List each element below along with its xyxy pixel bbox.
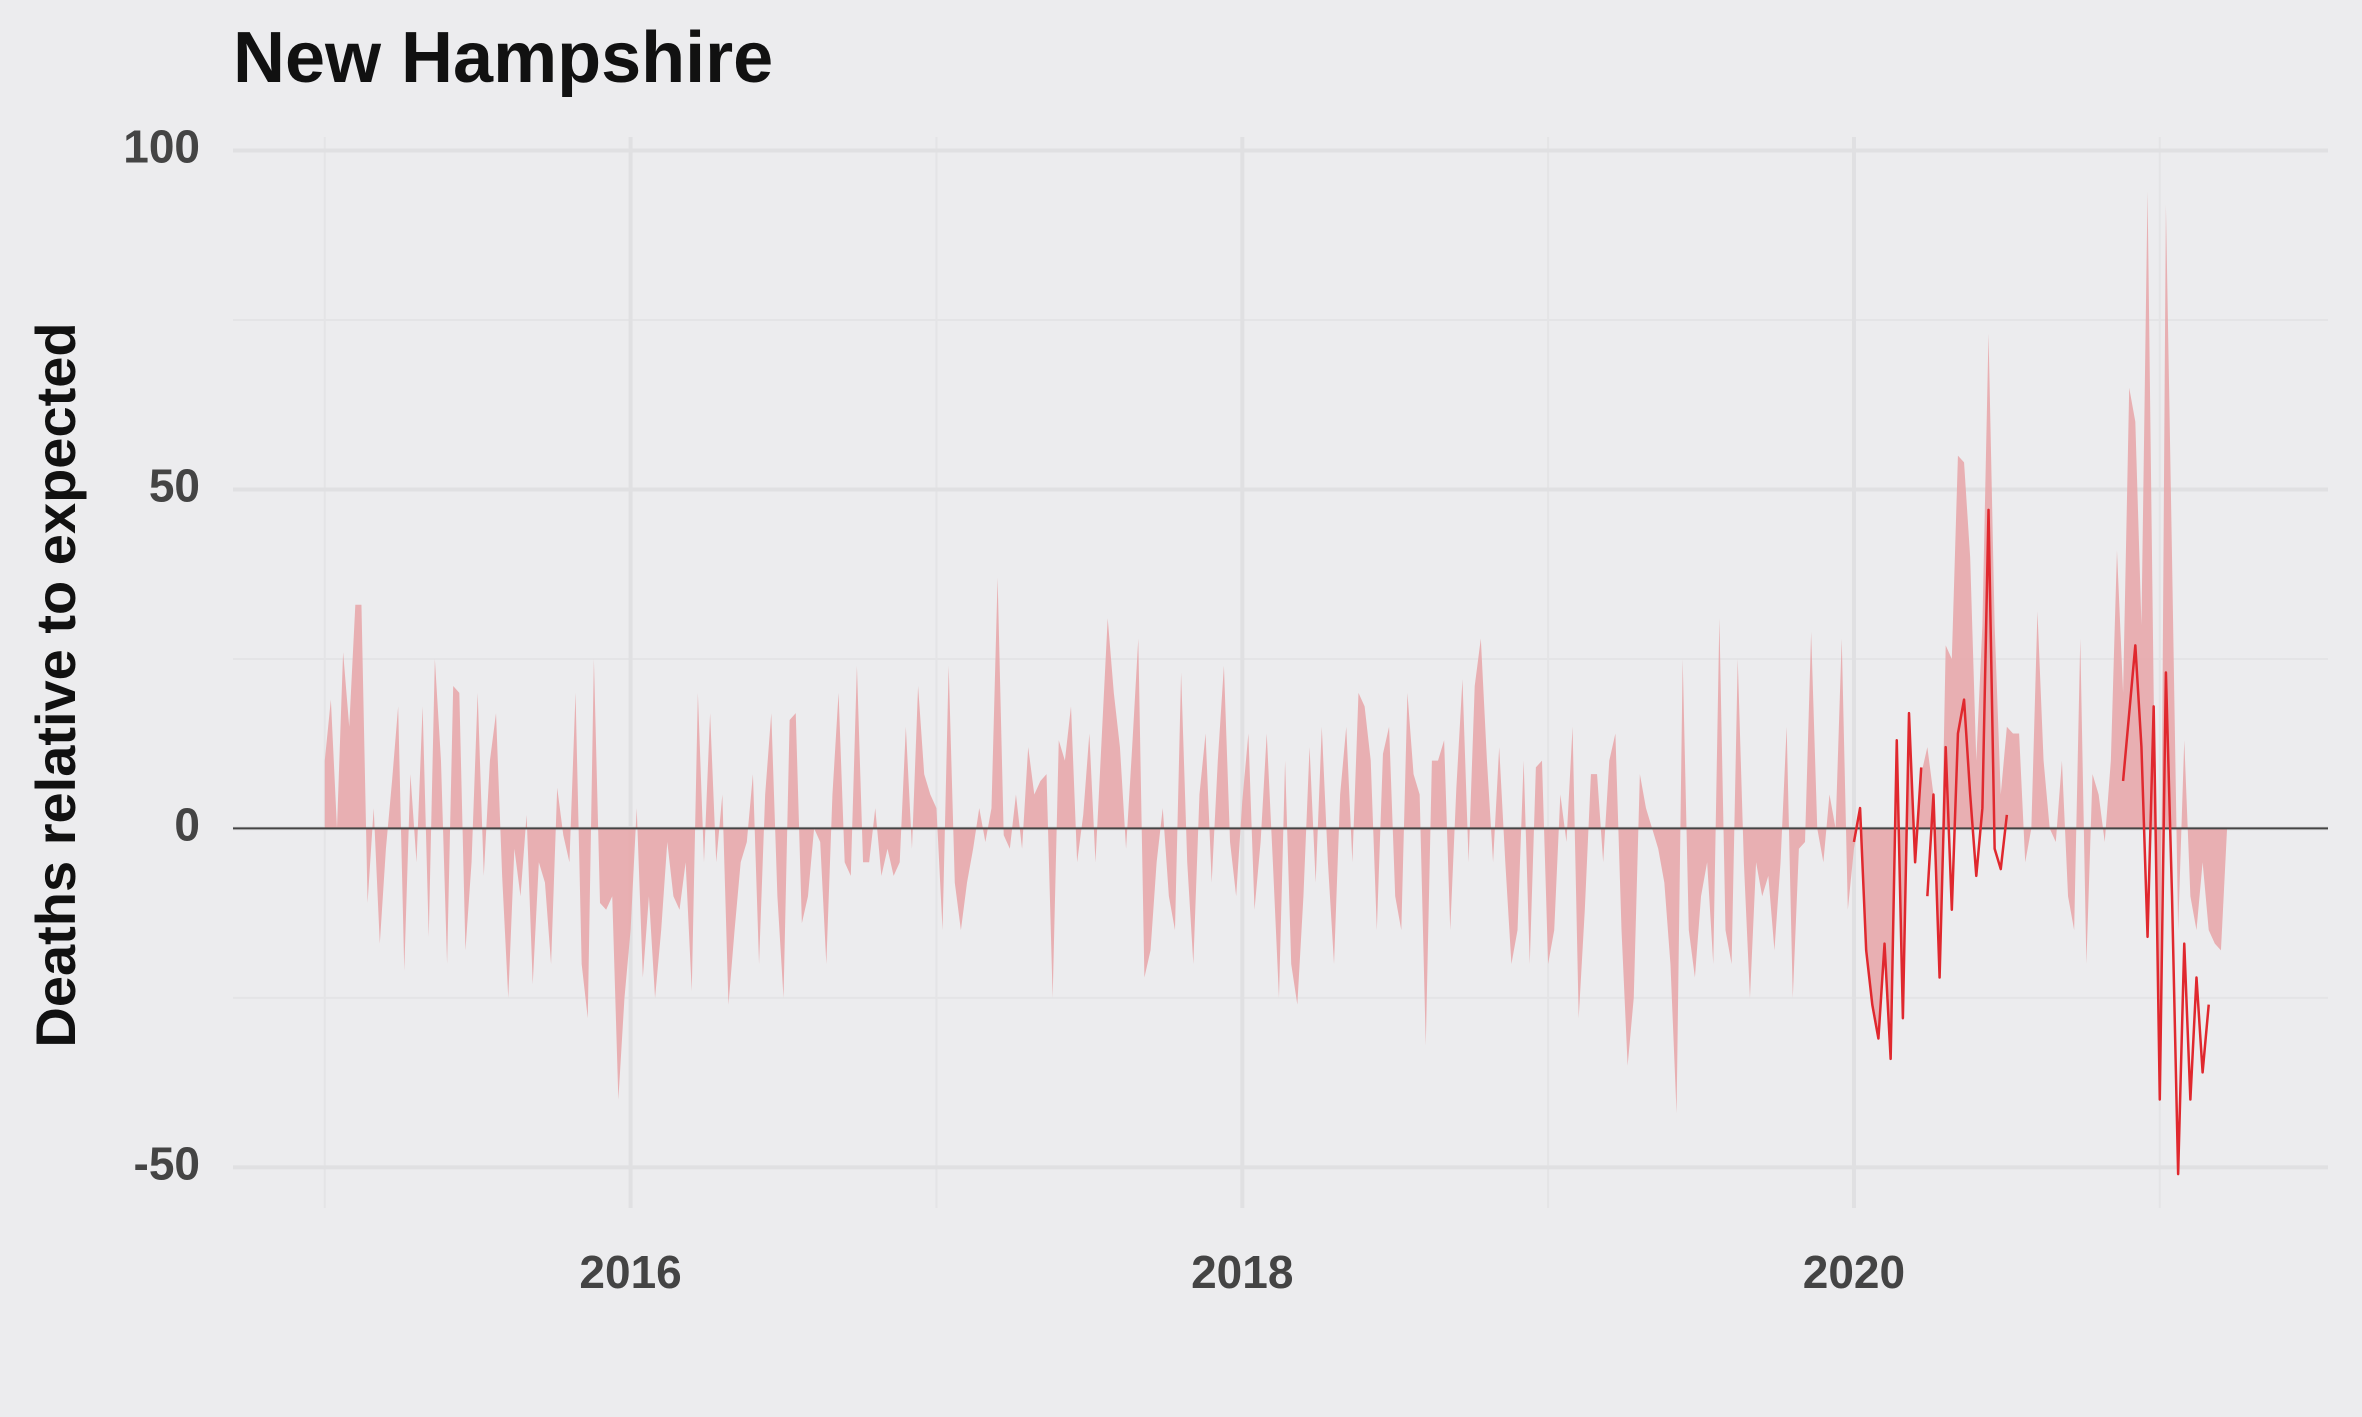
x-tick-label: 2016: [579, 1246, 681, 1298]
y-tick-label: 100: [123, 121, 200, 173]
area: [324, 191, 2228, 1114]
chart-title: New Hampshire: [233, 18, 773, 98]
y-tick-label: 0: [174, 799, 200, 851]
y-axis-title: Deaths relative to expected: [24, 322, 87, 1047]
y-tick-label: -50: [134, 1137, 200, 1189]
y-tick-label: 50: [149, 460, 200, 512]
line: [1852, 508, 2210, 1176]
x-tick-label: 2020: [1803, 1246, 1905, 1298]
x-tick-label: 2018: [1191, 1246, 1293, 1298]
